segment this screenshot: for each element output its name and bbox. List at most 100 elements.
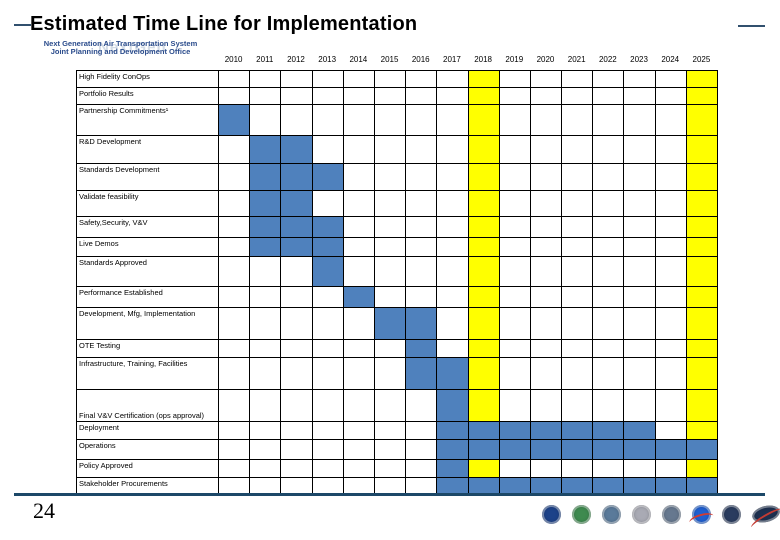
gantt-cell [343, 390, 375, 422]
gantt-cell [499, 340, 531, 358]
highlight-year-cell [686, 88, 718, 105]
row-label: Validate feasibility [77, 191, 219, 217]
logo-line-2: Joint Planning and Development Office [50, 47, 191, 56]
gantt-cell [530, 136, 563, 164]
highlight-year-cell [686, 460, 718, 478]
gantt-bar-cell [281, 191, 313, 217]
gantt-cell [530, 71, 563, 88]
highlight-year-cell [468, 105, 500, 136]
gantt-cell [250, 71, 282, 88]
gantt-cell [499, 390, 531, 422]
gantt-cell [343, 191, 375, 217]
gantt-cell [406, 390, 438, 422]
gantt-cell [406, 105, 438, 136]
gantt-row: Final V&V Certification (ops approval) [77, 390, 718, 422]
year-header: 2011 [256, 55, 274, 64]
row-label: OTE Testing [77, 340, 219, 358]
gantt-row: Portfolio Results [77, 88, 718, 105]
doc-seal-icon [662, 504, 681, 524]
gantt-cell [593, 164, 625, 191]
faa-seal-icon [602, 504, 621, 524]
gantt-cell [406, 440, 438, 460]
row-label: Policy Approved [77, 460, 219, 478]
highlight-year-cell [686, 308, 718, 340]
page-number: 24 [33, 498, 55, 523]
gantt-cell [374, 88, 407, 105]
gantt-bar-cell [312, 257, 344, 287]
highlight-year-cell [468, 136, 500, 164]
row-label: Deployment [77, 422, 219, 440]
gantt-cell [250, 257, 282, 287]
gantt-cell [374, 136, 407, 164]
gantt-cell [530, 191, 563, 217]
gantt-cell [281, 71, 313, 88]
gantt-row: Performance Established [77, 287, 718, 308]
gantt-cell [343, 308, 375, 340]
gantt-cell [437, 136, 469, 164]
gantt-cell [624, 136, 656, 164]
gantt-cell [655, 287, 687, 308]
gantt-cell [562, 460, 594, 478]
year-header: 2024 [661, 55, 680, 64]
logo-line-1: Next Generation Air Transportation Syste… [43, 39, 198, 48]
gantt-cell [437, 340, 469, 358]
gantt-bar-cell [655, 440, 687, 460]
gantt-cell [406, 422, 438, 440]
gantt-row: OTE Testing [77, 340, 718, 358]
year-header-row: 2010 2011 2012 2013 2014 2015 2016 2017 2018 2019… [218, 55, 717, 64]
gantt-cell [655, 217, 687, 238]
gantt-bar-cell [437, 460, 469, 478]
highlight-year-cell [468, 358, 500, 390]
gantt-cell [530, 340, 563, 358]
gantt-cell [219, 217, 251, 238]
gantt-cell [562, 88, 594, 105]
gantt-cell [312, 390, 344, 422]
row-label: Safety,Security, V&V [77, 217, 219, 238]
year-header: 2010 [224, 55, 243, 64]
gantt-cell [499, 88, 531, 105]
gantt-cell [530, 287, 563, 308]
gantt-cell [530, 390, 563, 422]
nasa-seal-icon [688, 504, 715, 528]
gantt-cell [593, 257, 625, 287]
gantt-bar-cell [624, 422, 656, 440]
gantt-cell [250, 390, 282, 422]
epa-seal-icon [572, 504, 591, 524]
gantt-cell [437, 191, 469, 217]
gantt-cell [219, 358, 251, 390]
gantt-bar-cell [437, 390, 469, 422]
gantt-cell [499, 308, 531, 340]
gantt-cell [374, 191, 407, 217]
gantt-cell [624, 358, 656, 390]
gantt-cell [655, 136, 687, 164]
gantt-cell [624, 164, 656, 191]
gantt-bar-cell [593, 422, 625, 440]
nextgen-watermark: NextGen [98, 39, 167, 56]
gantt-cell [343, 88, 375, 105]
year-header: 2020 [536, 55, 555, 64]
highlight-year-cell [686, 422, 718, 440]
gantt-cell [219, 287, 251, 308]
page-title: Estimated Time Line for Implementation [30, 13, 418, 35]
gantt-bar-cell [593, 440, 625, 460]
gantt-bar-cell [250, 238, 282, 257]
gantt-cell [374, 164, 407, 191]
swoosh-accent [688, 510, 715, 528]
gantt-cell [343, 71, 375, 88]
gantt-cell [624, 191, 656, 217]
jpdo-logo-text: Next Generation Air Transportation Syste… [18, 40, 223, 56]
highlight-year-cell [468, 164, 500, 191]
gantt-cell [374, 105, 407, 136]
gantt-cell [406, 164, 438, 191]
gantt-cell [655, 164, 687, 191]
gantt-table: High Fidelity ConOps Portfolio Results Par… [76, 70, 718, 495]
gantt-cell [250, 340, 282, 358]
gantt-bar-cell [686, 440, 718, 460]
gantt-cell [406, 287, 438, 308]
gantt-cell [624, 340, 656, 358]
dhs-seal-icon [722, 504, 741, 524]
gantt-cell [250, 287, 282, 308]
year-header: 2015 [380, 55, 399, 64]
gantt-bar-cell [312, 238, 344, 257]
